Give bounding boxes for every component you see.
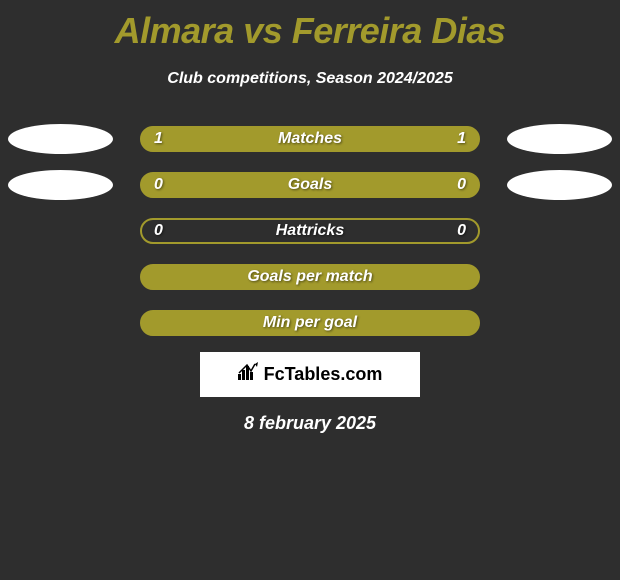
stat-row: 0 Hattricks 0 [0, 208, 620, 254]
stat-bar: 1 Matches 1 [140, 126, 480, 152]
stat-label: Matches [278, 130, 342, 148]
stat-row: 0 Goals 0 [0, 162, 620, 208]
stat-bar: 0 Goals 0 [140, 172, 480, 198]
stat-row: 1 Matches 1 [0, 116, 620, 162]
stat-value-right: 0 [457, 176, 466, 194]
infographic-container: Almara vs Ferreira Dias Club competition… [0, 0, 620, 434]
stat-row: Goals per match [0, 254, 620, 300]
stat-row: Min per goal [0, 300, 620, 346]
page-title: Almara vs Ferreira Dias [115, 10, 506, 52]
stat-bar: 0 Hattricks 0 [140, 218, 480, 244]
player-marker-right [507, 170, 612, 200]
page-subtitle: Club competitions, Season 2024/2025 [167, 70, 452, 88]
stat-label: Goals per match [247, 268, 372, 286]
stat-value-right: 1 [457, 130, 466, 148]
stat-value-left: 1 [154, 130, 163, 148]
player-marker-left [8, 170, 113, 200]
stat-label: Min per goal [263, 314, 357, 332]
stat-value-left: 0 [154, 176, 163, 194]
stat-label: Hattricks [276, 222, 344, 240]
branding-box: FcTables.com [200, 352, 420, 397]
stat-value-right: 0 [457, 222, 466, 240]
branding-content: FcTables.com [238, 362, 383, 387]
bar-chart-icon [238, 362, 260, 387]
stat-bar: Min per goal [140, 310, 480, 336]
player-marker-left [8, 124, 113, 154]
date-text: 8 february 2025 [244, 413, 376, 434]
stats-area: 1 Matches 1 0 Goals 0 0 Hattricks 0 Goals per mat… [0, 116, 620, 346]
stat-bar: Goals per match [140, 264, 480, 290]
stat-label: Goals [288, 176, 332, 194]
stat-value-left: 0 [154, 222, 163, 240]
player-marker-right [507, 124, 612, 154]
branding-text: FcTables.com [264, 364, 383, 385]
